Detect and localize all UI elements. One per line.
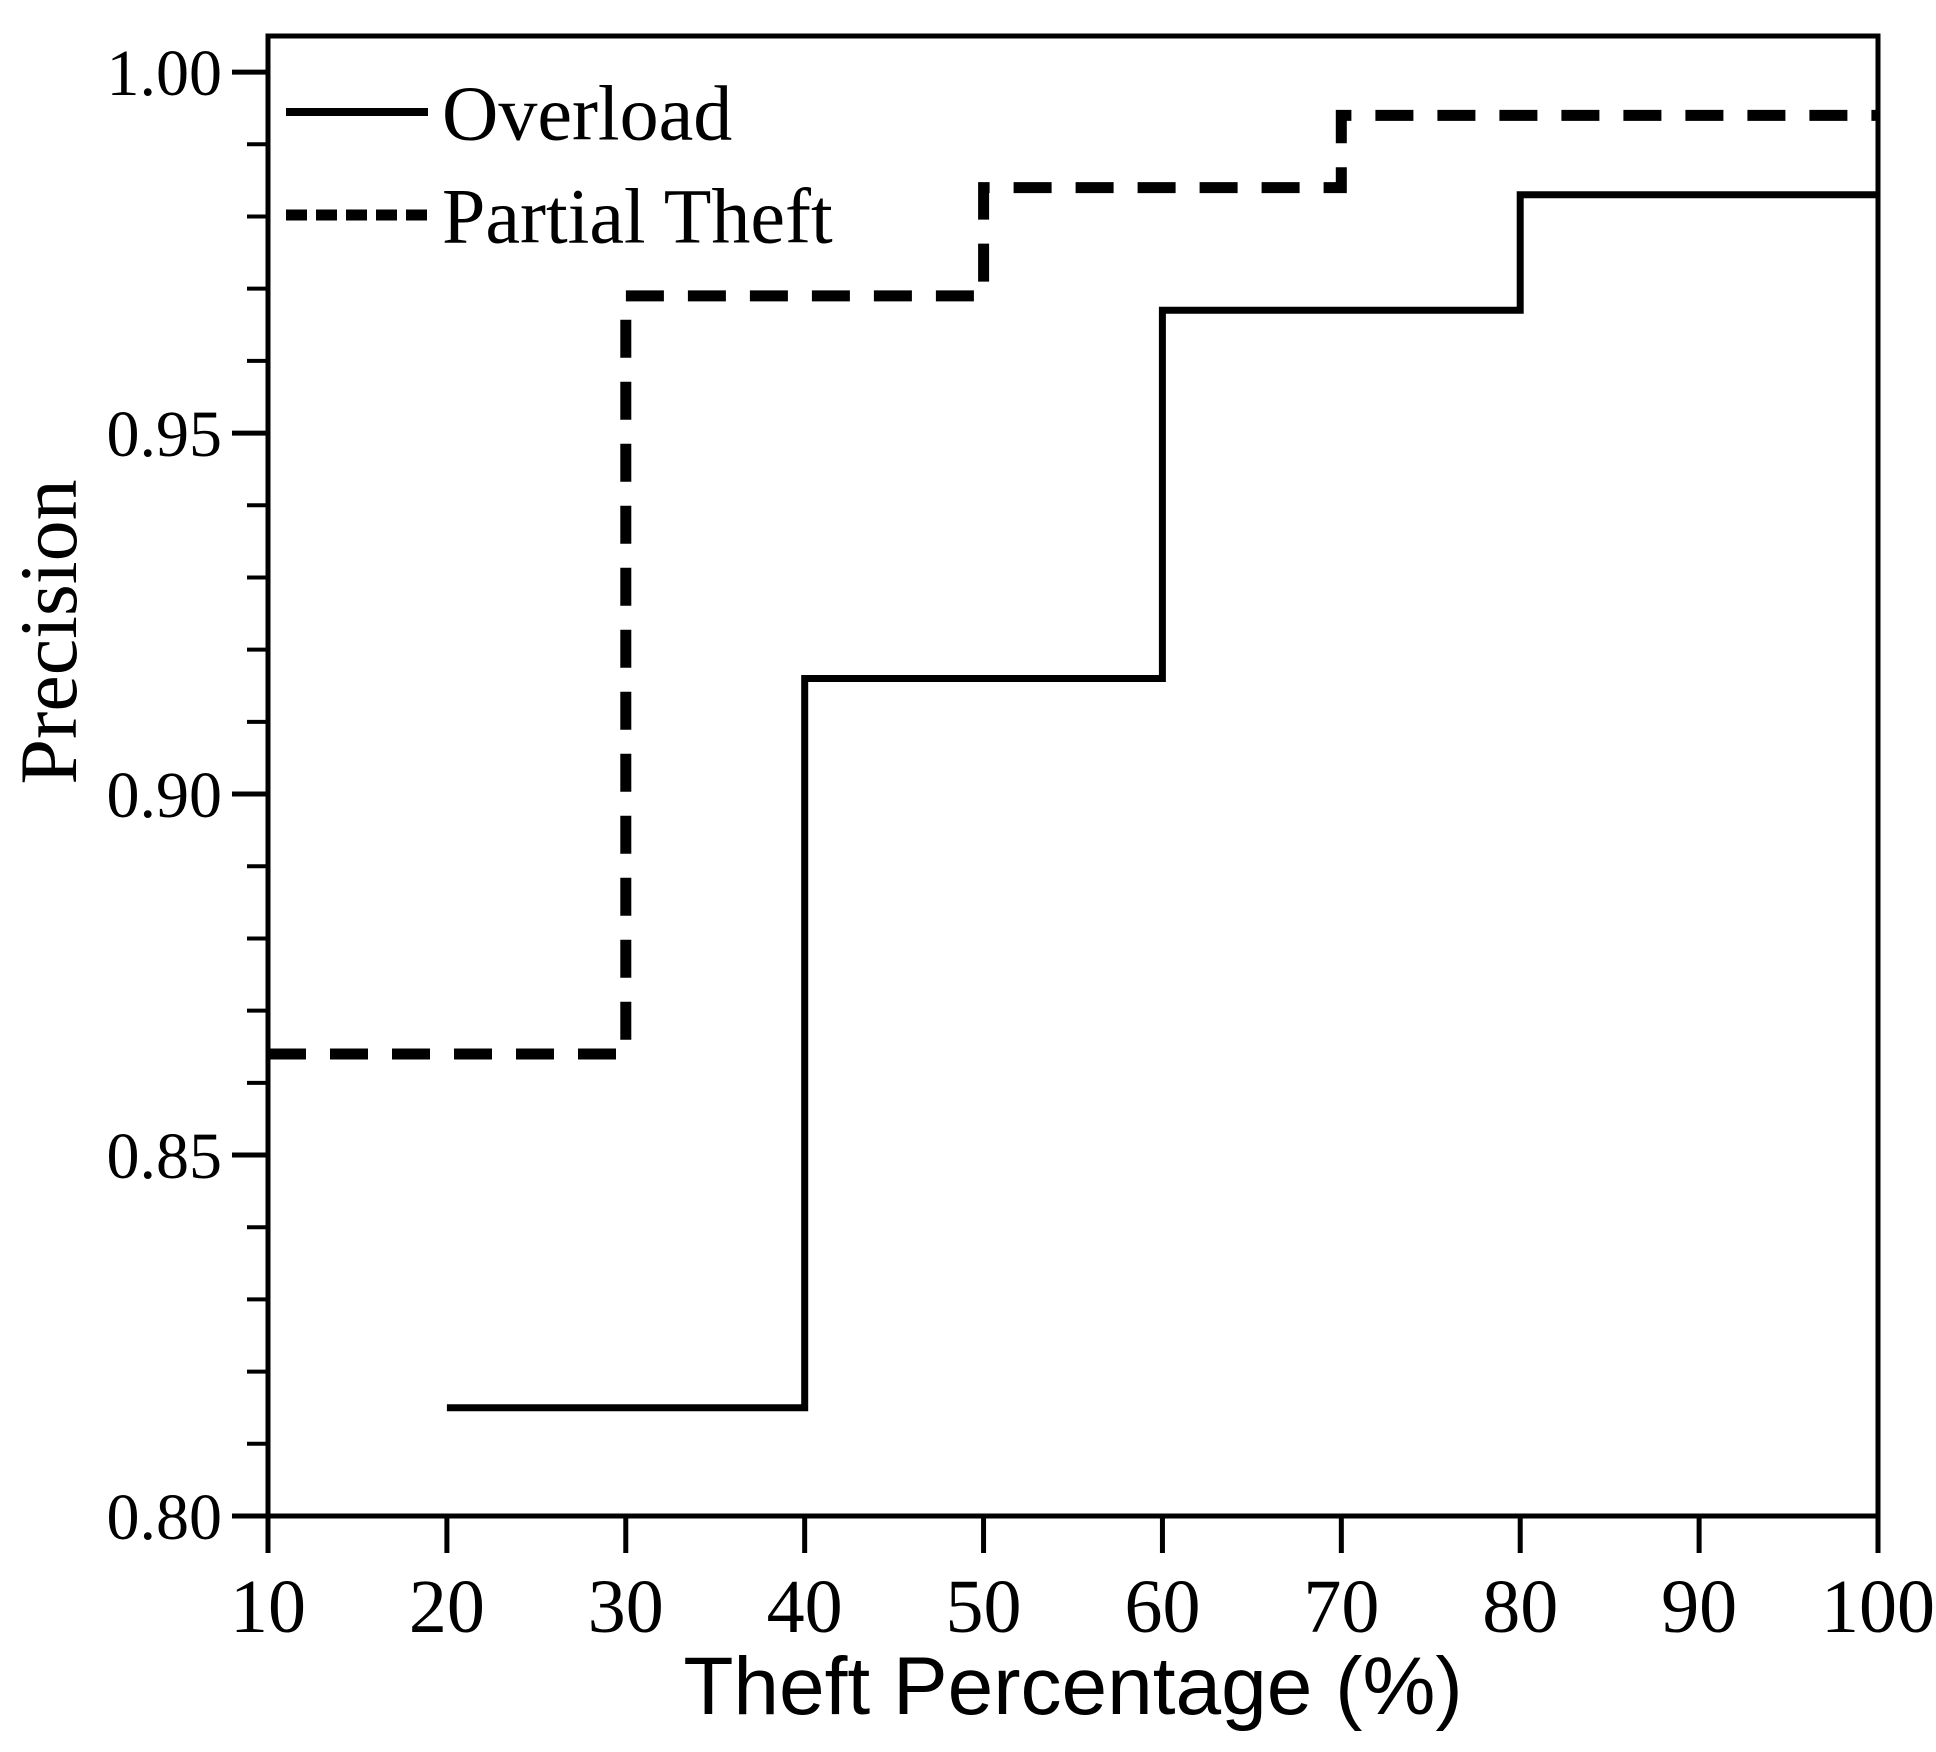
y-tick-label: 0.90 [107,759,223,832]
x-tick-label: 30 [588,1565,664,1649]
overload-line [446,191,1878,1412]
x-tick-label: 50 [946,1565,1022,1649]
x-tick-label: 60 [1124,1565,1200,1649]
x-tick-label: 40 [767,1565,843,1649]
y-axis-title: Precision [3,479,94,784]
x-tick-label: 90 [1661,1565,1737,1649]
x-tick-label: 70 [1303,1565,1379,1649]
plot-border [265,33,1881,1519]
y-tick-labels: 0.80 0.85 0.90 0.95 1.00 [107,37,223,1554]
legend-partial-theft-label: Partial Theft [442,172,833,259]
legend: Overload Partial Theft [286,69,833,259]
x-axis-title: Theft Percentage (%) [683,1641,1462,1732]
y-tick-label: 0.80 [107,1481,223,1554]
y-tick-label: 0.95 [107,398,223,471]
partial-theft-line [268,109,1878,1060]
x-axis-ticks [265,1516,1881,1553]
x-tick-label: 20 [409,1565,485,1649]
x-tick-label: 10 [230,1565,306,1649]
y-axis-ticks [232,69,268,1519]
y-tick-label: 0.85 [107,1120,223,1193]
legend-overload-label: Overload [442,69,732,156]
x-tick-labels: 10 20 30 40 50 60 70 80 90 100 [230,1565,1935,1649]
x-tick-label: 80 [1482,1565,1558,1649]
series-lines [268,109,1878,1412]
y-tick-label: 1.00 [107,37,223,110]
x-tick-label: 100 [1821,1565,1935,1649]
